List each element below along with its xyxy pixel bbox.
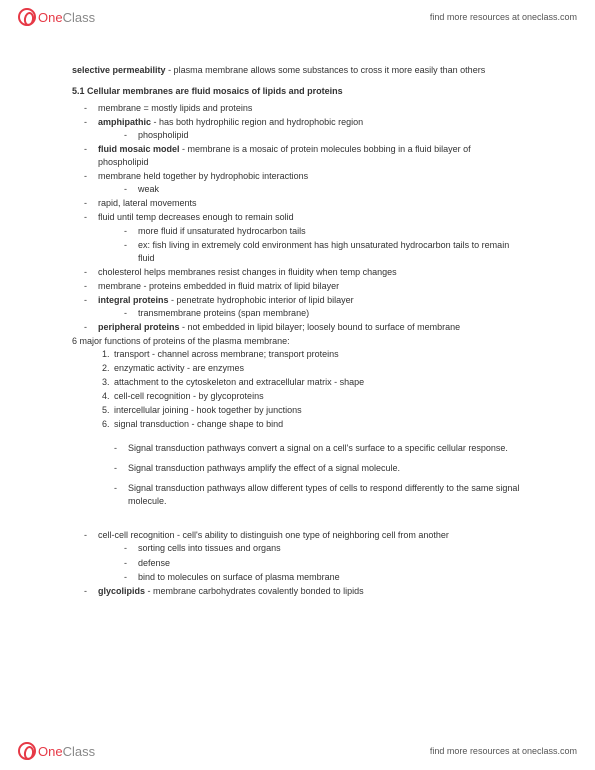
list-item: glycolipids - membrane carbohydrates cov… — [98, 585, 523, 598]
list-item: attachment to the cytoskeleton and extra… — [112, 376, 523, 389]
logo-icon — [18, 742, 36, 760]
list-item: Signal transduction pathways convert a s… — [128, 442, 523, 455]
brand-logo: OneClass — [18, 742, 95, 760]
brand-class: Class — [63, 744, 96, 759]
intro-def: - plasma membrane allows some substances… — [166, 65, 486, 75]
bullet-block-1: membrane = mostly lipids and proteins am… — [72, 102, 523, 334]
list-item: fluid until temp decreases enough to rem… — [98, 211, 523, 264]
list-item: amphipathic - has both hydrophilic regio… — [98, 116, 523, 142]
list-item: peripheral proteins - not embedded in li… — [98, 321, 523, 334]
list-item: membrane held together by hydrophobic in… — [98, 170, 523, 196]
section-heading: 5.1 Cellular membranes are fluid mosaics… — [72, 85, 523, 98]
term-glycolipids: glycolipids — [98, 586, 145, 596]
brand-name: OneClass — [38, 10, 95, 25]
list-item: Signal transduction pathways amplify the… — [128, 462, 523, 475]
list-item: intercellular joining - hook together by… — [112, 404, 523, 417]
list-item: enzymatic activity - are enzymes — [112, 362, 523, 375]
list-item: weak — [138, 183, 523, 196]
list-item: sorting cells into tissues and organs — [138, 542, 523, 555]
functions-list: transport - channel across membrane; tra… — [72, 348, 523, 431]
functions-heading: 6 major functions of proteins of the pla… — [72, 335, 523, 348]
list-item: membrane - proteins embedded in fluid ma… — [98, 280, 523, 293]
term-peripheral-proteins: peripheral proteins — [98, 322, 180, 332]
list-item: bind to molecules on surface of plasma m… — [138, 571, 523, 584]
brand-logo: OneClass — [18, 8, 95, 26]
list-item: transport - channel across membrane; tra… — [112, 348, 523, 361]
list-item: ex: fish living in extremely cold enviro… — [138, 239, 523, 265]
header: OneClass find more resources at oneclass… — [0, 0, 595, 30]
section-number: 5.1 — [72, 86, 87, 96]
brand-one: One — [38, 744, 63, 759]
signal-block: Signal transduction pathways allow diffe… — [72, 482, 523, 508]
bullet-block-2: cell-cell recognition - cell's ability t… — [72, 529, 523, 597]
list-item: cell-cell recognition - cell's ability t… — [98, 529, 523, 583]
list-item: more fluid if unsaturated hydrocarbon ta… — [138, 225, 523, 238]
list-item: defense — [138, 557, 523, 570]
brand-class: Class — [63, 10, 96, 25]
footer: OneClass find more resources at oneclass… — [0, 738, 595, 764]
list-item: fluid mosaic model - membrane is a mosai… — [98, 143, 523, 169]
list-item: Signal transduction pathways allow diffe… — [128, 482, 523, 508]
list-item: phospholipid — [138, 129, 523, 142]
list-item: integral proteins - penetrate hydrophobi… — [98, 294, 523, 320]
document-body: selective permeability - plasma membrane… — [0, 30, 595, 609]
term-integral-proteins: integral proteins — [98, 295, 169, 305]
list-item: transmembrane proteins (span membrane) — [138, 307, 523, 320]
brand-one: One — [38, 10, 63, 25]
signal-block: Signal transduction pathways amplify the… — [72, 462, 523, 475]
section-title: Cellular membranes are fluid mosaics of … — [87, 86, 343, 96]
term-fluid-mosaic: fluid mosaic model — [98, 144, 180, 154]
text: - membrane carbohydrates covalently bond… — [145, 586, 364, 596]
brand-name: OneClass — [38, 744, 95, 759]
intro-paragraph: selective permeability - plasma membrane… — [72, 64, 523, 77]
text: - penetrate hydrophobic interior of lipi… — [169, 295, 354, 305]
text: - has both hydrophilic region and hydrop… — [151, 117, 363, 127]
list-item: signal transduction - change shape to bi… — [112, 418, 523, 431]
signal-block: Signal transduction pathways convert a s… — [72, 442, 523, 455]
term-amphipathic: amphipathic — [98, 117, 151, 127]
header-link[interactable]: find more resources at oneclass.com — [430, 12, 577, 22]
term-selective-permeability: selective permeability — [72, 65, 166, 75]
list-item: membrane = mostly lipids and proteins — [98, 102, 523, 115]
footer-link[interactable]: find more resources at oneclass.com — [430, 746, 577, 756]
logo-icon — [18, 8, 36, 26]
text: - not embedded in lipid bilayer; loosely… — [180, 322, 461, 332]
list-item: cholesterol helps membranes resist chang… — [98, 266, 523, 279]
list-item: cell-cell recognition - by glycoproteins — [112, 390, 523, 403]
list-item: rapid, lateral movements — [98, 197, 523, 210]
